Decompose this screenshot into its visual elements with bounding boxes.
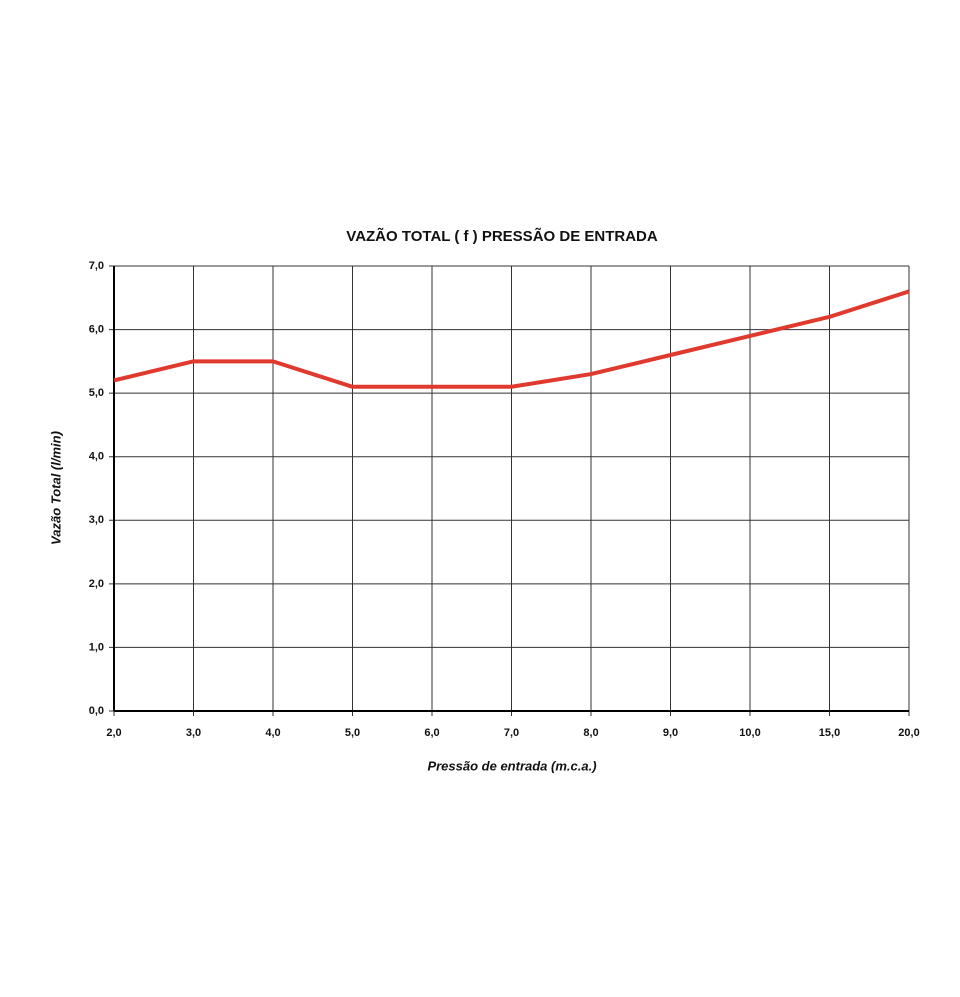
y-tick-label: 6,0 [89, 323, 104, 335]
y-tick-label: 3,0 [89, 514, 104, 526]
y-axis-label: Vazão Total (l/min) [48, 431, 63, 545]
x-tick-label: 2,0 [106, 727, 121, 739]
x-tick-label: 10,0 [739, 727, 760, 739]
y-tick-label: 7,0 [89, 260, 104, 272]
y-tick-label: 4,0 [89, 451, 104, 463]
y-tick-label: 2,0 [89, 578, 104, 590]
x-axis-label: Pressão de entrada (m.c.a.) [427, 758, 596, 773]
data-line [113, 289, 910, 389]
x-tick-label: 15,0 [819, 727, 840, 739]
y-tick-label: 0,0 [89, 705, 104, 717]
x-tick-label: 8,0 [583, 727, 598, 739]
x-tick-label: 6,0 [424, 727, 439, 739]
chart-title: VAZÃO TOTAL ( f ) PRESSÃO DE ENTRADA [346, 227, 658, 245]
x-tick-label: 9,0 [663, 727, 678, 739]
y-tick-label: 5,0 [89, 387, 104, 399]
x-tick-label: 20,0 [898, 727, 919, 739]
y-tick-label: 1,0 [89, 641, 104, 653]
x-tick-label: 7,0 [504, 727, 519, 739]
x-tick-label: 5,0 [345, 727, 360, 739]
x-tick-label: 4,0 [265, 727, 280, 739]
x-tick-label: 3,0 [186, 727, 201, 739]
